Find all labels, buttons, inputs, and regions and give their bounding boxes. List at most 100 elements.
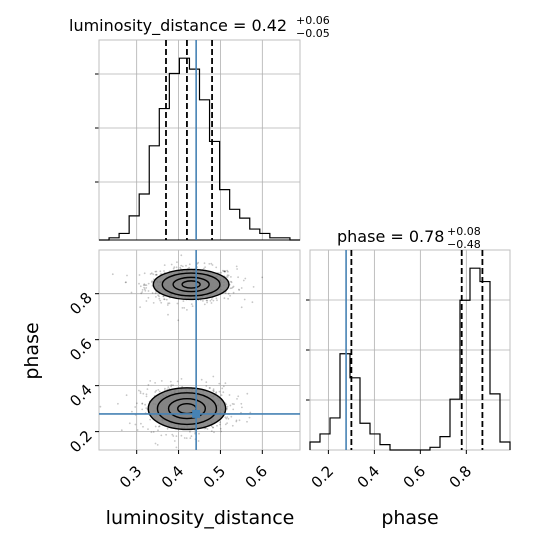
sample-point (141, 289, 144, 291)
sample-point (128, 422, 131, 425)
sample-point (240, 287, 243, 289)
sample-point (219, 427, 222, 430)
sample-point (223, 270, 225, 273)
x-tick-label-2: 0.6 (400, 462, 430, 492)
lum-dist-title-upper: +0.06 (296, 14, 330, 27)
sample-point (231, 424, 234, 427)
sample-point (124, 281, 127, 284)
sample-point (206, 301, 209, 304)
sample-point (164, 387, 166, 390)
sample-point (226, 274, 229, 277)
sample-point (210, 425, 213, 428)
sample-point (212, 426, 214, 429)
sample-point (155, 273, 158, 276)
sample-point (226, 407, 228, 410)
sample-point (155, 296, 157, 298)
sample-point (158, 390, 161, 393)
sample-point (225, 403, 228, 406)
sample-point (170, 263, 173, 266)
sample-point (141, 402, 144, 405)
sample-point (165, 433, 168, 436)
sample-point (154, 425, 157, 428)
sample-point (167, 386, 170, 388)
sample-point (229, 294, 232, 297)
sample-point (237, 276, 240, 279)
sample-point (243, 298, 246, 301)
sample-point (224, 270, 227, 273)
sample-point (173, 266, 176, 269)
contour-line-0 (147, 387, 227, 431)
contour-line-0 (152, 268, 230, 301)
sample-point (145, 407, 148, 409)
sample-point (212, 426, 214, 429)
sample-point (185, 437, 188, 439)
sample-point (145, 284, 148, 287)
sample-point (173, 440, 176, 442)
sample-point (179, 266, 182, 269)
sample-point (154, 270, 157, 273)
sample-point (225, 276, 228, 278)
x-tick-label-1: 0.4 (158, 462, 188, 492)
sample-point (150, 272, 153, 275)
sample-point (149, 380, 152, 382)
sample-point (198, 432, 200, 435)
sample-point (157, 429, 159, 432)
sample-point (175, 435, 178, 437)
2d-density-panel: 0.3 0.4 0.5 0.6 0.2 0.4 0.6 0.8 (66, 249, 301, 492)
sample-point (143, 288, 146, 291)
sample-point (147, 428, 149, 430)
sample-point (131, 410, 133, 413)
sample-point (206, 299, 209, 302)
sample-point (176, 261, 178, 264)
sample-point (180, 378, 183, 380)
sample-point (230, 415, 233, 418)
sample-point (215, 297, 218, 300)
sample-point (165, 298, 168, 301)
sample-point (151, 292, 154, 294)
sample-point (225, 408, 228, 411)
sample-point (159, 270, 162, 273)
sample-point (221, 387, 224, 390)
sample-point (215, 392, 217, 395)
phase-title-upper: +0.08 (447, 225, 481, 238)
sample-point (237, 395, 240, 398)
sample-point (154, 442, 157, 445)
sample-point (145, 393, 148, 396)
sample-point (230, 280, 232, 283)
sample-point (224, 271, 226, 273)
sample-point (160, 434, 163, 437)
sample-point (130, 291, 133, 294)
x-tick-label-1: 0.4 (354, 462, 384, 492)
sample-point (147, 384, 150, 386)
sample-point (212, 299, 215, 302)
sample-point (249, 411, 252, 414)
sample-point (189, 437, 192, 439)
sample-point (227, 274, 230, 277)
sample-point (197, 440, 200, 442)
sample-point (213, 431, 215, 434)
sample-point (228, 394, 231, 396)
y-tick-label-0: 0.2 (66, 427, 96, 457)
sample-point (144, 284, 147, 286)
sample-point (142, 392, 145, 395)
sample-point (134, 423, 137, 426)
sample-point (222, 269, 224, 272)
sample-point (231, 286, 234, 289)
y-tick-label-1: 0.4 (66, 381, 96, 411)
sample-point (160, 380, 163, 382)
histogram-steps (99, 57, 300, 241)
sample-point (145, 287, 148, 289)
sample-point (139, 390, 142, 393)
sample-point (232, 291, 235, 294)
sample-point (139, 285, 142, 288)
sample-point (183, 307, 186, 309)
sample-point (223, 297, 226, 300)
sample-point (227, 292, 230, 295)
sample-point (168, 302, 171, 305)
sample-point (158, 425, 160, 428)
y-tick-label-2: 0.6 (66, 335, 96, 365)
sample-point (170, 384, 173, 386)
contour-line-2 (172, 276, 210, 293)
sample-point (215, 266, 218, 269)
sample-point (147, 296, 150, 299)
